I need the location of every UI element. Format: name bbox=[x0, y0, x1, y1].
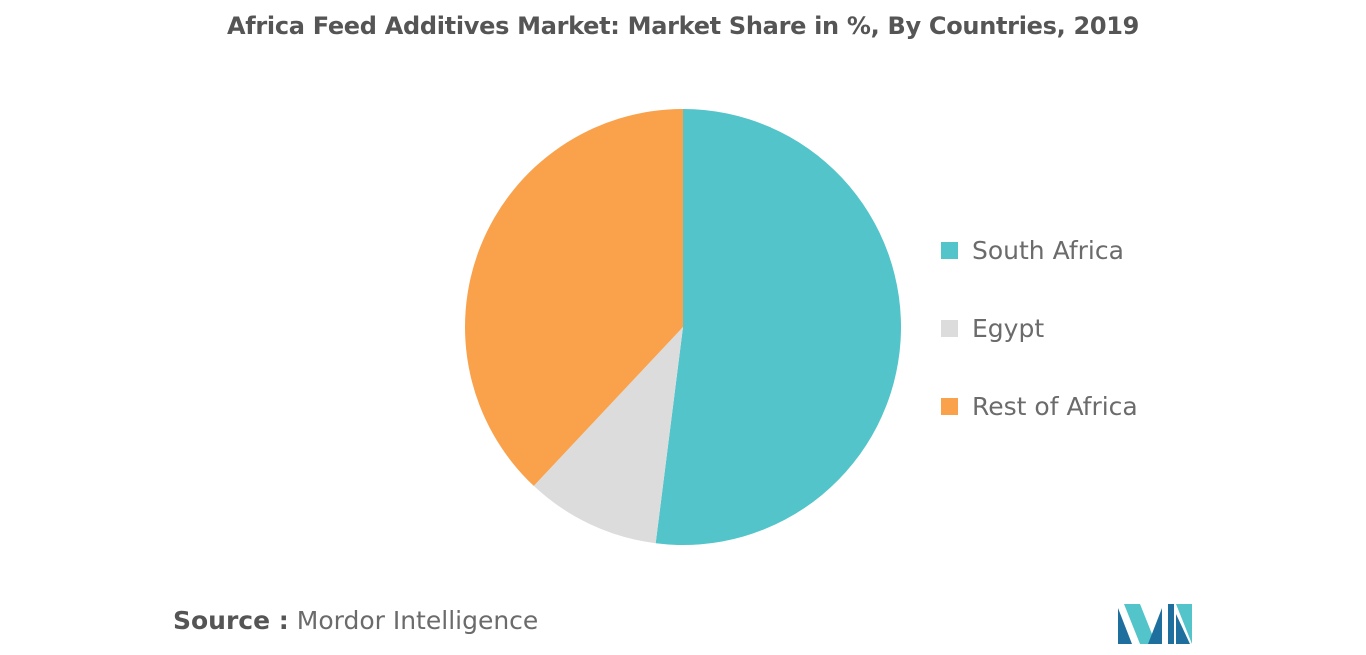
legend-item-rest-of-africa: Rest of Africa bbox=[941, 390, 1138, 422]
legend-swatch-egypt bbox=[941, 319, 958, 337]
logo-shape-3 bbox=[1148, 608, 1162, 644]
source-prefix: Source : bbox=[173, 606, 289, 635]
logo-shape-5 bbox=[1176, 604, 1192, 644]
pie-slice-egypt bbox=[533, 327, 683, 544]
legend-label-egypt: Egypt bbox=[972, 313, 1045, 343]
logo-shape-2 bbox=[1124, 604, 1156, 644]
source-text: Mordor Intelligence bbox=[296, 606, 539, 635]
legend-label-south-africa: South Africa bbox=[972, 235, 1124, 265]
logo-shape-4 bbox=[1168, 604, 1174, 644]
source-note: Source : Mordor Intelligence bbox=[173, 606, 538, 635]
legend-label-rest-of-africa: Rest of Africa bbox=[972, 391, 1138, 421]
logo-shape-6 bbox=[1176, 614, 1190, 644]
legend-item-egypt: Egypt bbox=[941, 312, 1138, 344]
legend-item-south-africa: South Africa bbox=[941, 234, 1138, 266]
pie-slice-south-africa bbox=[655, 109, 902, 545]
legend-swatch-south-africa bbox=[941, 241, 958, 259]
pie-slice-rest-of-africa bbox=[465, 109, 683, 486]
logo-shape-1 bbox=[1118, 608, 1132, 644]
mordor-intelligence-logo-icon bbox=[1118, 604, 1192, 644]
legend-swatch-rest-of-africa bbox=[941, 397, 958, 415]
chart-title: Africa Feed Additives Market: Market Sha… bbox=[226, 12, 1140, 40]
legend: South Africa Egypt Rest of Africa bbox=[941, 234, 1138, 468]
